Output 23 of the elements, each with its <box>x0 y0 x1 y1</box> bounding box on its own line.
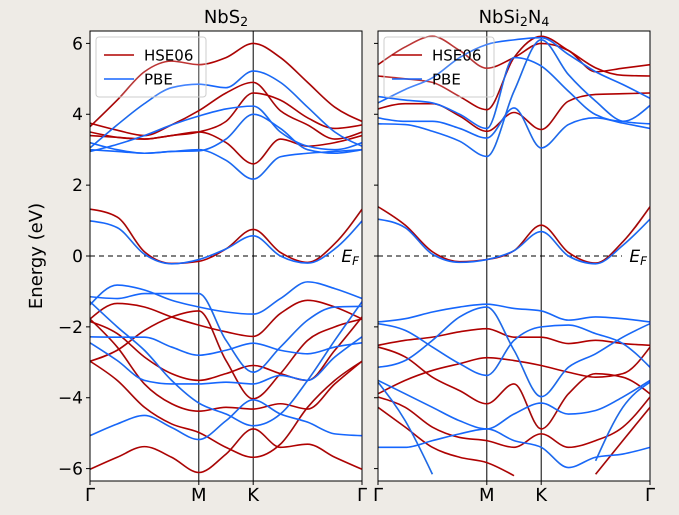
x-tick-label: Γ <box>644 485 656 506</box>
x-tick-label: M <box>479 485 495 506</box>
x-tick-label: Γ <box>356 485 368 506</box>
ref-line-label: E$_{F}$ <box>341 247 360 268</box>
y-tick-label: 4 <box>72 105 83 126</box>
y-tick-label: 2 <box>72 176 83 196</box>
y-axis-title: Energy (eV) <box>26 202 47 310</box>
y-tick-label: 0 <box>72 246 83 267</box>
legend-label: PBE <box>144 70 173 88</box>
x-tick-label: K <box>247 485 260 506</box>
x-tick-label: Γ <box>84 485 96 506</box>
x-tick-label: Γ <box>372 485 384 506</box>
y-tick-label: −6 <box>58 460 83 480</box>
chart-title: NbS$_{2}$ <box>204 7 248 30</box>
x-tick-label: M <box>191 485 207 506</box>
legend-label: PBE <box>432 70 461 88</box>
x-tick-label: K <box>535 485 548 506</box>
y-tick-label: −2 <box>58 318 83 338</box>
ref-line-label: E$_{F}$ <box>629 247 648 268</box>
chart-title: NbSi$_{2}$N$_{4}$ <box>478 7 550 30</box>
legend-label: HSE06 <box>144 46 194 64</box>
y-tick-label: −4 <box>58 388 83 409</box>
y-tick-label: 6 <box>72 34 83 54</box>
